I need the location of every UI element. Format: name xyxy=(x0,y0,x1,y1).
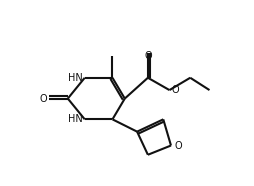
Text: HN: HN xyxy=(68,73,83,83)
Text: HN: HN xyxy=(68,114,83,124)
Text: O: O xyxy=(39,94,47,104)
Text: O: O xyxy=(175,140,182,150)
Text: O: O xyxy=(172,85,179,95)
Text: O: O xyxy=(144,51,152,61)
